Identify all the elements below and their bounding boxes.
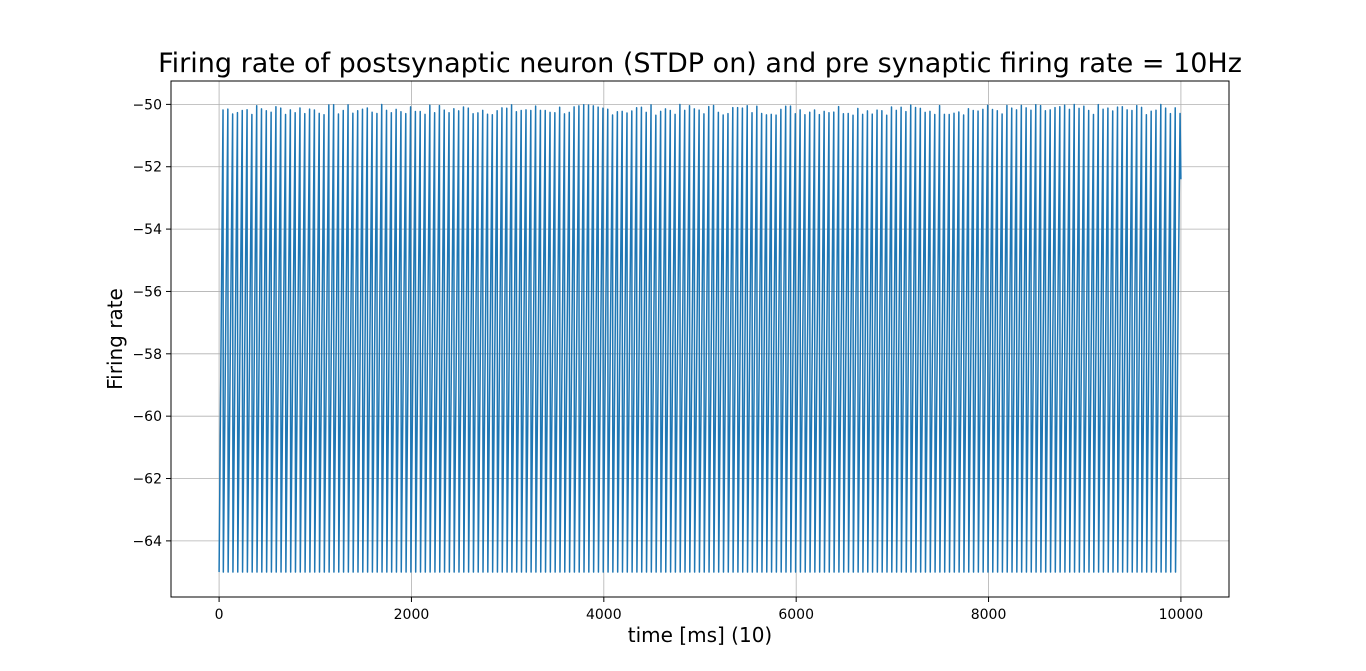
- series-group: [218, 103, 1182, 573]
- y-tick-label: −52: [132, 160, 162, 176]
- y-tick-label: −54: [132, 222, 162, 238]
- y-axis-label: Firing rate: [103, 288, 127, 390]
- plot-frame: [170, 80, 1230, 598]
- y-tick-label: −58: [132, 347, 162, 363]
- y-tick-label: −60: [132, 409, 162, 425]
- x-tick-label: 10000: [1159, 607, 1204, 623]
- y-tick-label: −50: [132, 97, 162, 113]
- y-tick-label: −64: [132, 534, 162, 550]
- y-tick-label: −56: [132, 284, 162, 300]
- x-tick-label: 4000: [586, 607, 622, 623]
- x-axis-label: time [ms] (10): [628, 623, 772, 647]
- y-tick-label: −62: [132, 472, 162, 488]
- x-tick-label: 0: [215, 607, 224, 623]
- x-ticks: 0 2000 4000 6000 8000 10000: [215, 597, 1204, 623]
- x-tick-label: 6000: [778, 607, 814, 623]
- series-line: [218, 103, 1182, 573]
- x-tick-label: 2000: [394, 607, 430, 623]
- chart-title: Firing rate of postsynaptic neuron (STDP…: [158, 48, 1242, 79]
- y-ticks: −64 −62 −60 −58 −56 −54 −52 −50: [132, 97, 171, 550]
- x-tick-label: 8000: [971, 607, 1007, 623]
